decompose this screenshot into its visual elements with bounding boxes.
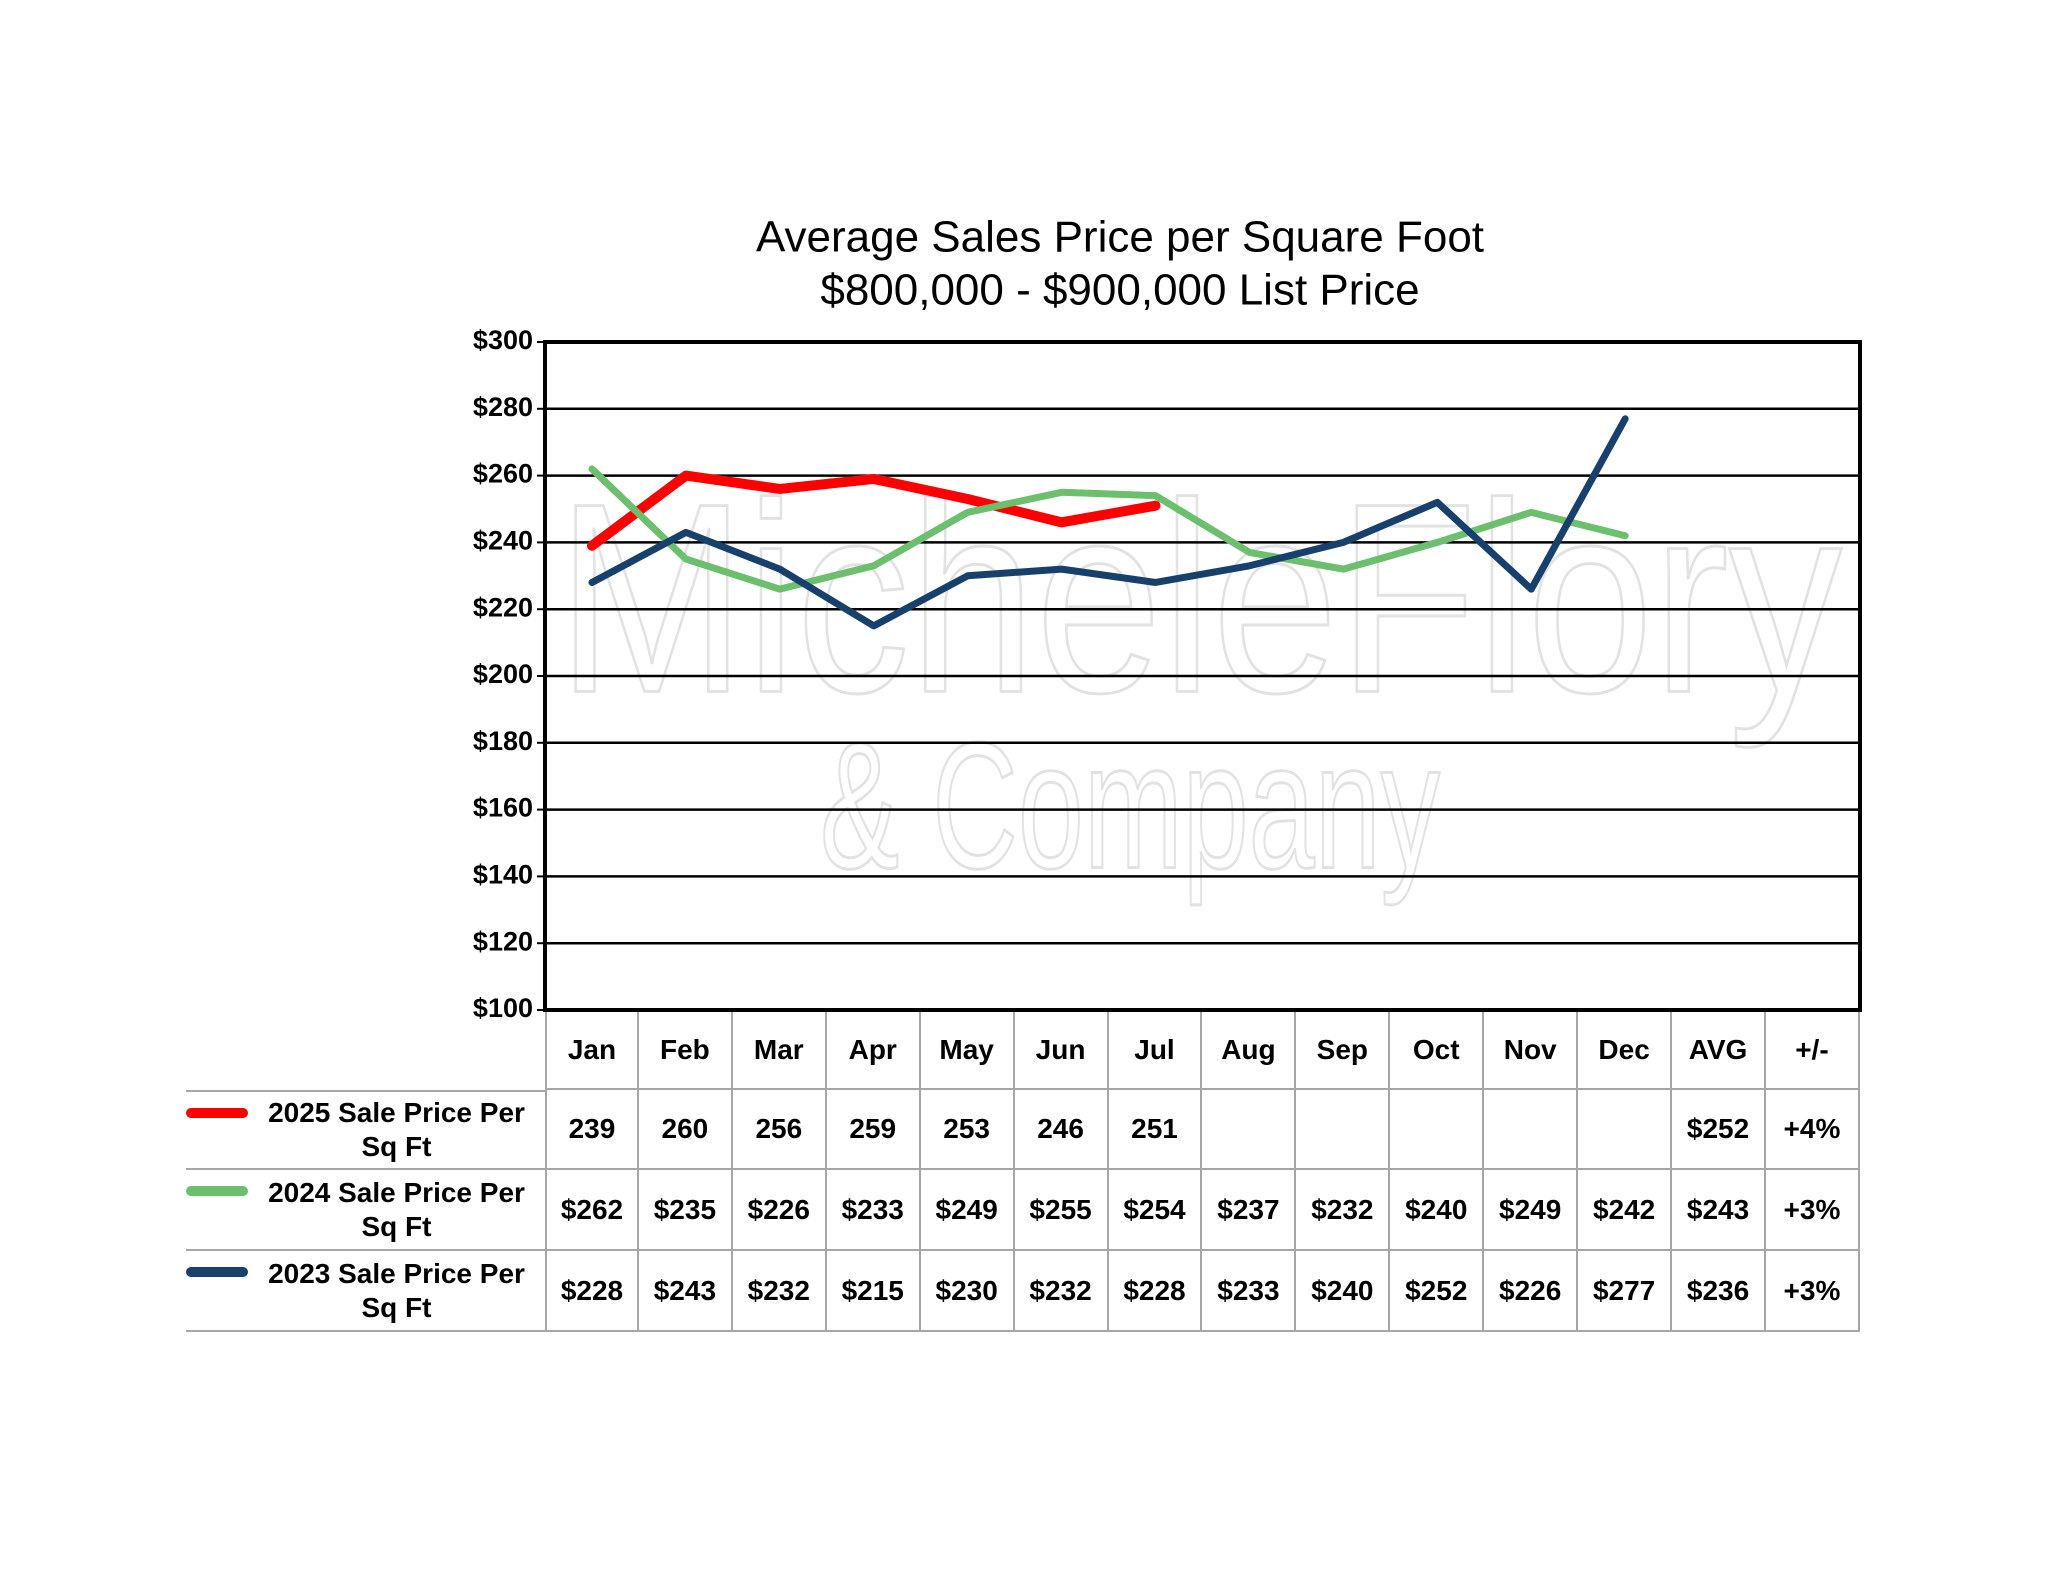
data-cell: $228 [545,1251,639,1332]
y-tick-label: $240 [473,526,533,556]
y-tick-label: $140 [473,860,533,890]
avg-cell: $252 [1672,1090,1766,1170]
data-cell: $240 [1390,1170,1485,1251]
series-line [588,465,1629,593]
y-tick-label: $280 [473,392,533,422]
data-cell: $230 [920,1251,1015,1332]
legend-entry: 2023 Sale Price Per Sq Ft [186,1251,545,1332]
y-tick-label: $300 [473,325,533,355]
data-cell [1390,1090,1485,1170]
column-header: Feb [638,1012,733,1090]
data-cell: $233 [1202,1251,1297,1332]
data-cell [1296,1090,1391,1170]
chart-subtitle: $800,000 - $900,000 List Price [820,266,1419,315]
data-cell: $233 [826,1170,921,1251]
column-header: Nov [1484,1012,1579,1090]
avg-cell: $236 [1672,1251,1766,1332]
data-cell: $255 [1014,1170,1109,1251]
avg-cell: $243 [1672,1170,1766,1251]
data-cell [1202,1090,1297,1170]
data-cell: 251 [1108,1090,1203,1170]
change-cell: +3% [1765,1170,1860,1251]
data-cell: 239 [545,1090,639,1170]
column-header: +/- [1765,1012,1860,1090]
data-cell: $228 [1108,1251,1203,1332]
table-corner [186,1012,545,1090]
legend-label: 2025 Sale Price Per Sq Ft [268,1097,525,1162]
y-tick-label: $220 [473,592,533,622]
legend-label: 2024 Sale Price Per Sq Ft [268,1176,525,1242]
data-cell: $277 [1578,1251,1673,1332]
legend-swatch [186,1267,248,1277]
column-header: May [920,1012,1015,1090]
column-header: AVG [1672,1012,1766,1090]
y-tick-label: $200 [473,659,533,689]
watermark: MicheleFlory [557,448,1842,750]
legend-swatch [186,1108,248,1118]
y-tick-label: $160 [473,793,533,823]
data-cell: $232 [1296,1170,1391,1251]
data-cell: $242 [1578,1170,1673,1251]
column-header: Sep [1296,1012,1391,1090]
series-line [588,415,1629,630]
column-header: Jan [545,1012,639,1090]
data-cell: 253 [920,1090,1015,1170]
y-tick-label: $100 [473,993,533,1023]
data-cell: $262 [545,1170,639,1251]
data-cell: $254 [1108,1170,1203,1251]
data-cell: 256 [732,1090,827,1170]
data-cell: 259 [826,1090,921,1170]
y-tick-label: $260 [473,459,533,489]
change-cell: +3% [1765,1251,1860,1332]
data-cell: $226 [1484,1251,1579,1332]
data-cell: $243 [638,1251,733,1332]
column-header: Jun [1014,1012,1109,1090]
data-cell: $215 [826,1251,921,1332]
y-tick-label: $120 [473,926,533,956]
data-cell: $237 [1202,1170,1297,1251]
chart-title: Average Sales Price per Square Foot [756,213,1484,262]
legend-entry: 2024 Sale Price Per Sq Ft [186,1170,545,1251]
data-cell: 246 [1014,1090,1109,1170]
data-cell: $226 [732,1170,827,1251]
data-cell: $249 [920,1170,1015,1251]
data-cell: $235 [638,1170,733,1251]
data-cell [1578,1090,1673,1170]
data-cell: $232 [1014,1251,1109,1332]
column-header: Aug [1202,1012,1297,1090]
legend-entry: 2025 Sale Price Per Sq Ft [186,1090,545,1170]
data-cell: 260 [638,1090,733,1170]
data-cell: $232 [732,1251,827,1332]
column-header: Oct [1390,1012,1485,1090]
data-table: Jan Feb Mar Apr May Jun Jul Aug Sep Oct Nov Dec AVG +… [186,1012,1860,1332]
watermark: & Company [820,706,1440,907]
y-tick-label: $180 [473,726,533,756]
data-cell: $249 [1484,1170,1579,1251]
column-header: Jul [1108,1012,1203,1090]
data-cell: $240 [1296,1251,1391,1332]
column-header: Apr [826,1012,921,1090]
data-cell [1484,1090,1579,1170]
data-cell: $252 [1390,1251,1485,1332]
legend-swatch [186,1186,248,1196]
change-cell: +4% [1765,1090,1860,1170]
column-header: Dec [1578,1012,1673,1090]
column-header: Mar [732,1012,827,1090]
series-line [586,470,1161,551]
legend-label: 2023 Sale Price Per Sq Ft [268,1257,525,1323]
